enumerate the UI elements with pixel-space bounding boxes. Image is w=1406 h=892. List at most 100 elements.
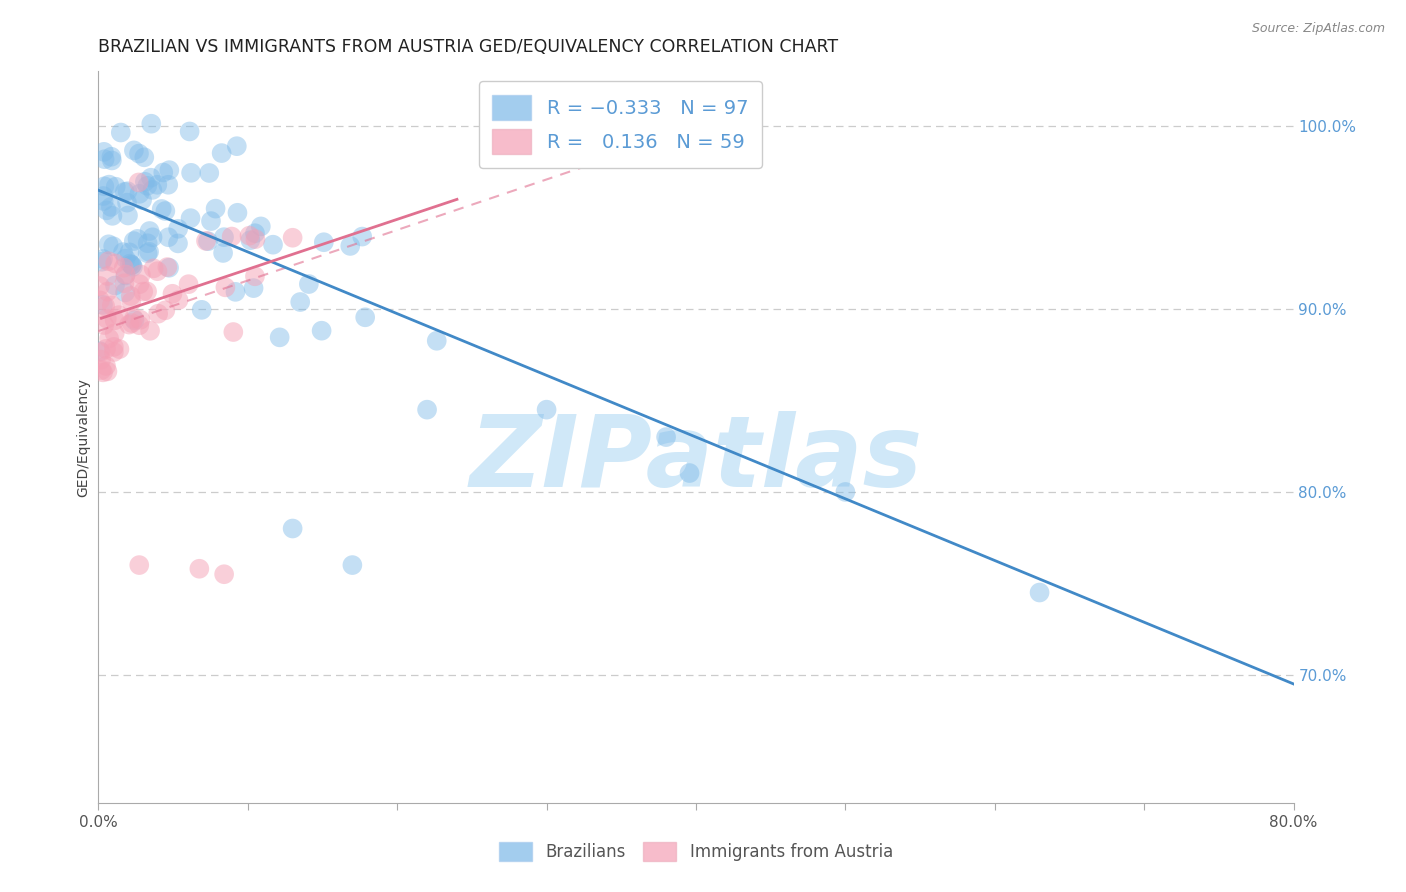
Point [128, 277, 150, 292]
Point [96, 311, 118, 326]
Point [152, 165, 174, 179]
Point [121, 258, 143, 272]
Point [190, 302, 212, 317]
Text: BRAZILIAN VS IMMIGRANTS FROM AUSTRIA GED/EQUIVALENCY CORRELATION CHART: BRAZILIAN VS IMMIGRANTS FROM AUSTRIA GED… [98, 38, 838, 56]
Point [155, 204, 177, 219]
Point [129, 268, 152, 282]
Point [122, 311, 145, 326]
Point [142, 261, 165, 276]
Point [120, 294, 142, 309]
Point [195, 234, 218, 248]
Point [117, 209, 139, 223]
Point [122, 234, 145, 248]
Point [121, 316, 143, 330]
Point [243, 269, 266, 284]
Point [222, 325, 245, 339]
Point [142, 230, 165, 244]
Point [157, 163, 180, 178]
Point [117, 184, 139, 198]
Point [103, 340, 125, 354]
Point [90, 363, 112, 377]
Point [128, 186, 150, 201]
Point [167, 221, 190, 235]
Point [104, 278, 127, 293]
Point [103, 239, 125, 253]
Point [94, 342, 117, 356]
Point [93, 152, 115, 166]
Point [101, 298, 124, 312]
Point [132, 285, 155, 299]
Point [212, 567, 235, 582]
Point [100, 200, 122, 214]
Point [136, 178, 159, 193]
Point [97, 254, 120, 268]
Point [101, 209, 124, 223]
Point [177, 277, 200, 292]
Point [108, 342, 131, 356]
Point [94, 299, 117, 313]
Point [146, 264, 169, 278]
Point [128, 176, 150, 190]
Point [1028, 585, 1050, 599]
Point [104, 179, 127, 194]
Point [180, 166, 202, 180]
Point [118, 318, 141, 332]
Point [90, 254, 112, 268]
Point [114, 285, 136, 300]
Point [98, 178, 121, 192]
Point [96, 364, 118, 378]
Point [112, 277, 135, 291]
Point [141, 117, 163, 131]
Point [155, 303, 177, 318]
Point [89, 344, 111, 359]
Point [281, 521, 304, 535]
Point [139, 170, 162, 185]
Point [212, 230, 235, 244]
Point [141, 183, 163, 197]
Point [93, 145, 115, 159]
Point [197, 234, 219, 248]
Point [128, 318, 150, 333]
Point [156, 260, 179, 274]
Point [655, 430, 678, 444]
Point [157, 230, 180, 244]
Point [536, 402, 558, 417]
Point [121, 258, 143, 272]
Point [114, 185, 136, 199]
Point [167, 293, 190, 307]
Point [128, 146, 150, 161]
Point [112, 245, 135, 260]
Point [226, 206, 249, 220]
Point [96, 268, 118, 283]
Point [834, 484, 856, 499]
Point [262, 237, 284, 252]
Point [426, 334, 449, 348]
Point [138, 244, 160, 259]
Point [101, 153, 124, 168]
Point [110, 126, 132, 140]
Point [89, 293, 111, 308]
Point [134, 150, 156, 164]
Point [342, 558, 364, 573]
Point [250, 219, 273, 234]
Point [162, 286, 184, 301]
Point [118, 257, 141, 271]
Point [93, 318, 115, 332]
Point [243, 226, 266, 240]
Point [167, 236, 190, 251]
Point [225, 139, 247, 153]
Point [138, 224, 160, 238]
Point [89, 279, 111, 293]
Point [120, 289, 142, 303]
Point [91, 189, 114, 203]
Point [212, 246, 235, 260]
Point [312, 235, 335, 250]
Legend: Brazilians, Immigrants from Austria: Brazilians, Immigrants from Austria [492, 835, 900, 868]
Point [131, 193, 153, 207]
Point [211, 146, 233, 161]
Point [290, 295, 312, 310]
Point [136, 246, 159, 260]
Point [91, 365, 114, 379]
Point [104, 326, 127, 341]
Point [124, 313, 146, 327]
